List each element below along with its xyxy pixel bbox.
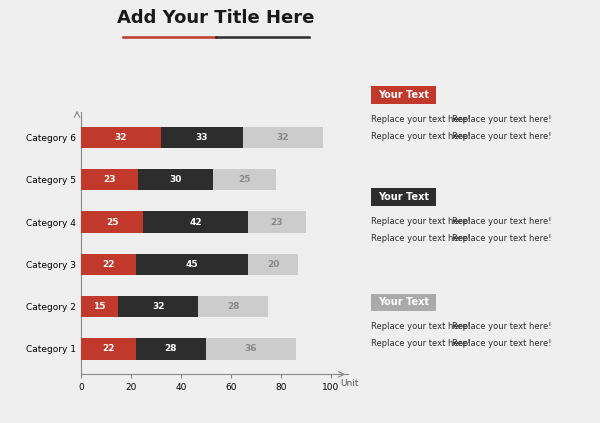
Text: Your Text: Your Text — [378, 297, 429, 308]
Bar — [81, 212, 143, 233]
Bar — [81, 338, 136, 360]
Text: Replace your text here!: Replace your text here! — [452, 322, 551, 332]
Text: Replace your text here!: Replace your text here! — [452, 132, 551, 141]
Bar — [136, 338, 206, 360]
Text: 25: 25 — [106, 217, 118, 227]
Text: Your Text: Your Text — [378, 192, 429, 202]
Text: Unit: Unit — [341, 379, 359, 388]
Text: Replace your text here!: Replace your text here! — [371, 115, 470, 124]
Text: 32: 32 — [277, 133, 289, 142]
Bar — [136, 254, 248, 275]
Text: 23: 23 — [271, 217, 283, 227]
Text: 42: 42 — [190, 217, 202, 227]
Bar — [161, 127, 243, 148]
Bar — [213, 169, 275, 190]
Text: Replace your text here!: Replace your text here! — [371, 233, 470, 243]
Text: Your Text: Your Text — [378, 90, 429, 100]
Text: 20: 20 — [267, 260, 280, 269]
Bar — [198, 296, 268, 317]
Text: 23: 23 — [103, 175, 116, 184]
Bar — [81, 296, 118, 317]
Text: Replace your text here!: Replace your text here! — [371, 132, 470, 141]
Bar — [81, 169, 139, 190]
Text: 45: 45 — [186, 260, 199, 269]
Text: 30: 30 — [170, 175, 182, 184]
Text: Replace your text here!: Replace your text here! — [371, 322, 470, 332]
Text: 36: 36 — [244, 344, 257, 354]
Text: 22: 22 — [102, 260, 115, 269]
Text: Replace your text here!: Replace your text here! — [371, 217, 470, 226]
Text: 33: 33 — [196, 133, 208, 142]
Bar — [243, 127, 323, 148]
Bar — [118, 296, 198, 317]
Text: 15: 15 — [94, 302, 106, 311]
Text: 32: 32 — [115, 133, 127, 142]
Text: Replace your text here!: Replace your text here! — [452, 217, 551, 226]
Bar — [81, 254, 136, 275]
Text: 28: 28 — [227, 302, 239, 311]
Text: Replace your text here!: Replace your text here! — [452, 233, 551, 243]
Text: Replace your text here!: Replace your text here! — [452, 339, 551, 349]
Text: Replace your text here!: Replace your text here! — [371, 339, 470, 349]
Bar — [139, 169, 213, 190]
Text: 25: 25 — [238, 175, 251, 184]
Bar — [206, 338, 296, 360]
Bar — [81, 127, 161, 148]
Text: Replace your text here!: Replace your text here! — [452, 115, 551, 124]
Text: 22: 22 — [102, 344, 115, 354]
Bar — [143, 212, 248, 233]
Bar — [248, 254, 298, 275]
Bar — [248, 212, 305, 233]
Text: 28: 28 — [164, 344, 177, 354]
Text: 32: 32 — [152, 302, 164, 311]
Text: Add Your Title Here: Add Your Title Here — [118, 9, 314, 27]
